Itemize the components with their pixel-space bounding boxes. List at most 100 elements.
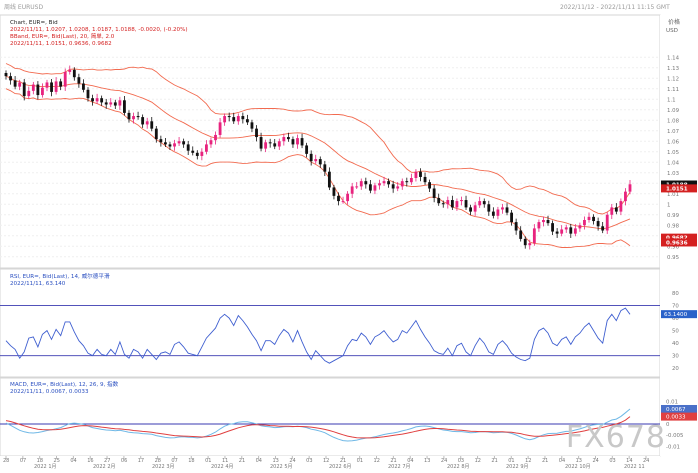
candle-up — [236, 116, 240, 122]
candle-up — [373, 185, 377, 191]
time-tick-label: 03 — [609, 458, 615, 464]
time-tick-label: 17 — [138, 458, 144, 464]
time-tick-label: 21 — [491, 458, 497, 464]
candle-down — [592, 216, 595, 222]
candle-down — [255, 128, 258, 138]
candle-down — [268, 142, 272, 144]
time-tick-label: 28 — [155, 458, 161, 464]
candle-up — [200, 151, 204, 156]
candle-down — [318, 159, 322, 165]
candle-up — [218, 122, 222, 135]
candle-up — [223, 116, 227, 123]
time-tick-label: 18 — [37, 458, 43, 464]
time-tick-label: 24 — [643, 458, 649, 464]
candle-down — [387, 181, 391, 185]
candle-down — [551, 223, 554, 232]
candle-up — [496, 209, 500, 216]
candle-down — [113, 102, 117, 106]
candle-down — [510, 212, 513, 223]
price-tick-label: 1.06 — [667, 139, 680, 145]
candle-down — [300, 138, 304, 146]
time-tick-label: 12 — [374, 458, 380, 464]
candle-down — [136, 116, 140, 118]
candle-down — [241, 116, 245, 120]
macd-badge-label: 0.0033 — [666, 415, 686, 421]
time-period-label: 2022 1月 — [34, 464, 57, 469]
price-panel[interactable] — [0, 14, 661, 269]
rsi-value: 2022/11/11, 63.140 — [10, 281, 66, 287]
rsi-tick-label: 70 — [672, 304, 679, 310]
candle-up — [41, 87, 44, 96]
macd-tick-label: 0 — [666, 422, 670, 428]
candle-up — [214, 134, 217, 141]
candle-up — [478, 201, 482, 206]
candle-down — [323, 164, 327, 172]
time-tick-label: 01 — [205, 458, 211, 464]
bband-values: 2022/11/11, 1.0151, 0.9636, 0.9682 — [10, 41, 112, 47]
time-tick-label: 24 — [289, 458, 295, 464]
rsi-panel[interactable] — [0, 268, 661, 378]
candle-up — [177, 141, 181, 144]
macd-panel[interactable] — [0, 377, 661, 457]
candle-down — [523, 238, 527, 246]
time-period-label: 2022 3月 — [152, 464, 175, 469]
candle-down — [4, 73, 8, 77]
candle-down — [159, 139, 163, 143]
candle-up — [145, 121, 149, 125]
candle-up — [282, 137, 286, 142]
window-timestamp: 2022/11/12 - 2022/11/11 11:15 GMT — [560, 4, 670, 11]
candle-down — [405, 181, 409, 183]
time-tick-label: 04 — [559, 458, 565, 464]
time-tick-label: 25 — [54, 458, 60, 464]
candle-up — [132, 116, 135, 120]
price-tick-label: 0.98 — [667, 223, 680, 229]
candle-down — [86, 89, 90, 99]
candle-up — [296, 138, 299, 145]
candle-down — [569, 227, 573, 234]
candle-down — [227, 116, 231, 118]
time-tick-label: 12 — [323, 458, 329, 464]
candle-up — [400, 181, 404, 187]
candle-up — [341, 201, 345, 203]
time-period-label: 2022 4月 — [211, 464, 234, 469]
candle-down — [164, 142, 167, 145]
candle-up — [619, 201, 623, 212]
candle-up — [350, 186, 354, 194]
time-tick-label: 03 — [306, 458, 312, 464]
time-tick-label: 03 — [458, 458, 464, 464]
candle-up — [63, 71, 67, 87]
candle-up — [45, 82, 49, 88]
rsi-tick-label: 40 — [672, 341, 679, 347]
candle-up — [54, 81, 58, 92]
time-tick-label: 24 — [592, 458, 598, 464]
time-tick-label: 16 — [87, 458, 93, 464]
candle-down — [519, 230, 523, 239]
candle-down — [505, 207, 509, 213]
candle-down — [59, 81, 63, 87]
rsi-tick-label: 80 — [672, 291, 679, 297]
window-title: 周线 EURUSD — [4, 3, 43, 11]
candle-up — [542, 220, 545, 223]
price-tick-label: 1 — [667, 202, 670, 208]
bband-upper — [5, 63, 631, 215]
candle-down — [13, 80, 17, 87]
candle-down — [441, 203, 445, 205]
candle-up — [537, 222, 541, 229]
candle-up — [605, 214, 609, 231]
candle-down — [291, 139, 295, 145]
candle-up — [532, 228, 536, 244]
candle-up — [414, 171, 418, 178]
candle-down — [368, 184, 372, 191]
price-tick-label: 1.09 — [667, 108, 680, 114]
time-tick-label: 12 — [475, 458, 481, 464]
candle-down — [22, 82, 26, 97]
price-tick-label: 1.13 — [667, 66, 679, 72]
candle-down — [9, 76, 12, 81]
candle-up — [204, 144, 208, 152]
time-period-label: 2022 2月 — [93, 464, 116, 469]
candle-down — [91, 98, 94, 102]
candle-up — [396, 186, 400, 189]
candle-up — [31, 84, 35, 91]
candle-down — [332, 187, 336, 196]
